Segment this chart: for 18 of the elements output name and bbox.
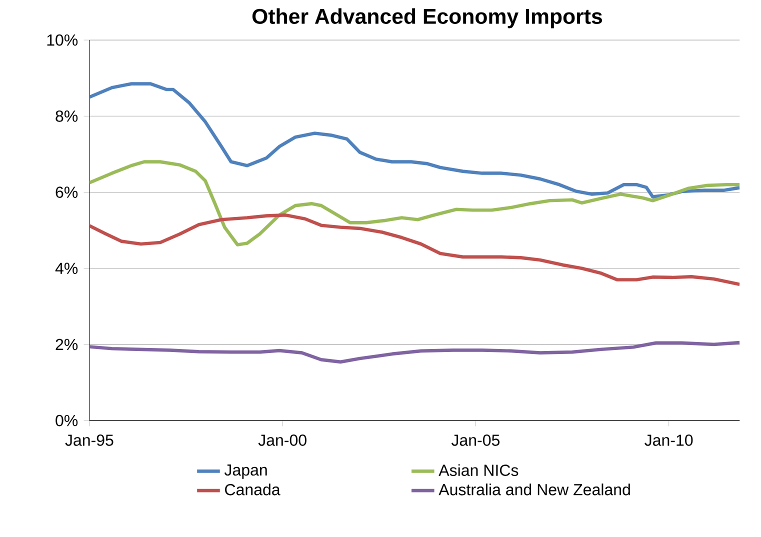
y-tick-label: 2% [56,338,78,350]
y-tick-label: 8% [56,110,78,122]
y-tick-label: 6% [56,186,78,198]
line-series [89,82,740,199]
legend-label: Australia and New Zealand [438,484,630,496]
y-tick-label: 4% [55,262,78,274]
line-series [89,160,740,247]
y-tick-label: 0% [56,415,78,426]
x-tick-label: Jan-05 [451,434,500,446]
line-series [89,341,740,364]
chart-title: Other Advanced Economy Imports [252,8,602,28]
x-tick-label: Jan-00 [258,434,306,446]
x-tick-label: Jan-95 [65,434,114,446]
legend-label: Japan [224,464,267,479]
legend-label: Asian NICs [438,464,518,476]
y-tick-label: 10% [47,34,78,46]
legend-label: Canada [225,484,280,496]
x-tick-label: Jan-10 [644,434,693,446]
